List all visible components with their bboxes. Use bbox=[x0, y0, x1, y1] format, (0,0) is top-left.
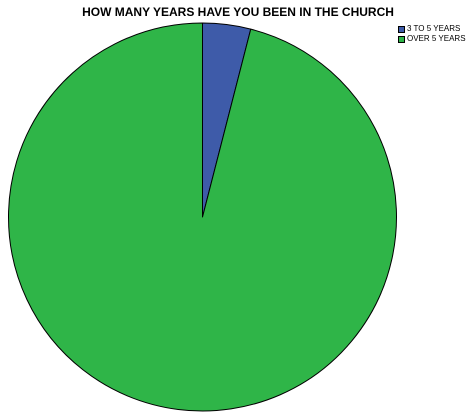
legend-swatch-3-to-5-years bbox=[398, 25, 405, 33]
pie-slice-over-5-years bbox=[8, 22, 397, 412]
legend: 3 TO 5 YEARS OVER 5 YEARS bbox=[398, 24, 466, 44]
legend-item-over-5-years: OVER 5 YEARS bbox=[398, 34, 466, 44]
pie-slices bbox=[8, 22, 397, 412]
chart-title: HOW MANY YEARS HAVE YOU BEEN IN THE CHUR… bbox=[82, 5, 394, 19]
legend-label-over-5-years: OVER 5 YEARS bbox=[407, 34, 466, 43]
legend-swatch-over-5-years bbox=[398, 35, 405, 43]
legend-item-3-to-5-years: 3 TO 5 YEARS bbox=[398, 24, 466, 34]
legend-label-3-to-5-years: 3 TO 5 YEARS bbox=[407, 24, 461, 33]
